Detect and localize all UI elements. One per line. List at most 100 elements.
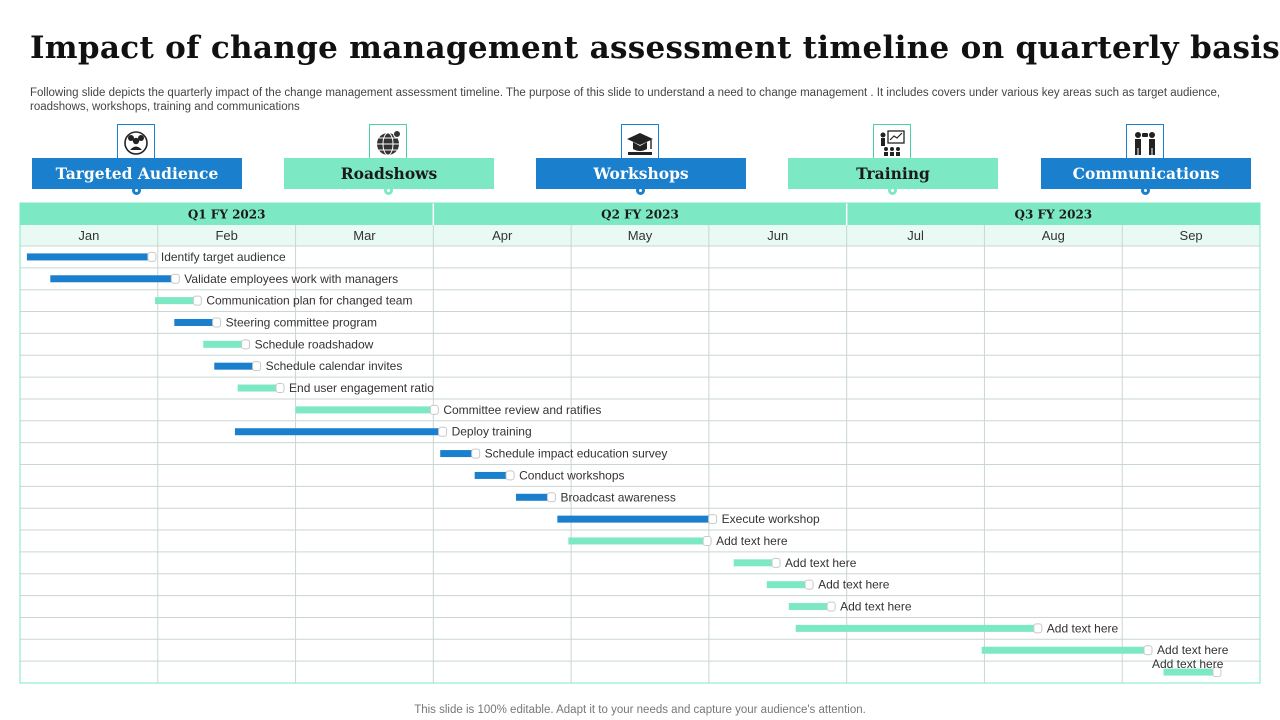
task-bar	[26, 253, 151, 261]
task-end-marker	[826, 601, 836, 612]
task-end-marker	[505, 470, 515, 481]
task-bar	[795, 624, 1037, 632]
task-label: Identify target audience	[161, 250, 286, 264]
category-pin	[888, 186, 897, 195]
task-bar	[214, 362, 256, 370]
task-label: Add text here	[1157, 643, 1229, 657]
month-label: Mar	[353, 228, 376, 243]
category-label: Communications	[1041, 158, 1251, 189]
task-end-marker	[192, 295, 202, 306]
task-bar	[203, 340, 245, 348]
task-end-marker	[241, 339, 251, 350]
task-label: Add text here	[716, 534, 788, 548]
month-label: Jul	[907, 228, 924, 243]
task-label: Add text here	[785, 556, 857, 570]
category-training: Training	[788, 124, 998, 195]
task-bar	[234, 428, 442, 436]
page-title: Impact of change management assessment t…	[30, 30, 1280, 66]
task-end-marker	[708, 514, 718, 525]
month-label: Jan	[78, 228, 99, 243]
task-bar	[1163, 668, 1216, 676]
category-pin	[1141, 186, 1150, 195]
task-label: Add text here	[840, 600, 912, 614]
category-communications: Communications	[1041, 124, 1251, 195]
task-bar	[788, 603, 831, 611]
task-label: Add text here	[1152, 657, 1224, 671]
task-bar	[474, 471, 510, 479]
task-label: Execute workshop	[722, 512, 820, 526]
task-bar	[50, 275, 175, 283]
task-bar	[981, 646, 1148, 654]
task-end-marker	[438, 426, 448, 437]
category-roadshows: Roadshows	[284, 124, 494, 195]
task-end-marker	[804, 579, 814, 590]
page-subtitle: Following slide depicts the quarterly im…	[30, 87, 1221, 113]
month-label: Sep	[1180, 228, 1203, 243]
category-pin	[132, 186, 141, 195]
month-label: Feb	[215, 228, 237, 243]
task-bar	[295, 406, 434, 414]
task-end-marker	[1212, 667, 1222, 678]
task-bar	[568, 537, 707, 545]
task-label: Conduct workshops	[519, 468, 624, 482]
quarter-label: Q3 FY 2023	[1015, 208, 1093, 222]
task-end-marker	[212, 317, 222, 328]
category-pin	[636, 186, 645, 195]
category-label: Targeted Audience	[32, 158, 242, 189]
month-label: Aug	[1042, 228, 1065, 243]
gantt-chart: Q1 FY 2023 Q2 FY 2023 Q3 FY 2023 Jan Feb Mar A…	[19, 202, 1261, 684]
gantt-border	[19, 202, 1261, 684]
task-label: End user engagement ratio	[289, 381, 434, 395]
task-end-marker	[546, 492, 556, 503]
graduation-cap-icon	[621, 124, 659, 162]
task-end-marker	[147, 251, 157, 262]
category-pin	[384, 186, 393, 195]
month-label: Jun	[767, 228, 788, 243]
task-end-marker	[252, 361, 262, 372]
task-bar	[440, 450, 475, 458]
task-label: Communication plan for changed team	[206, 294, 412, 308]
globe-icon	[369, 124, 407, 162]
task-label: Add text here	[818, 578, 890, 592]
quarter-label: Q1 FY 2023	[188, 208, 266, 222]
people-talking-icon	[1126, 124, 1164, 162]
task-label: Schedule calendar invites	[266, 359, 403, 373]
task-bar	[733, 559, 776, 567]
task-end-marker	[1033, 623, 1043, 634]
month-label: May	[628, 228, 653, 243]
task-end-marker	[170, 273, 180, 284]
task-bar	[766, 581, 809, 589]
task-label: Schedule roadshadow	[255, 337, 374, 351]
quarter-label: Q2 FY 2023	[601, 208, 679, 222]
task-end-marker	[771, 557, 781, 568]
task-bar	[516, 493, 551, 501]
task-label: Broadcast awareness	[560, 490, 675, 504]
category-label: Training	[788, 158, 998, 189]
category-label: Roadshows	[284, 158, 494, 189]
task-bar	[557, 515, 712, 523]
task-end-marker	[1143, 645, 1153, 656]
presentation-icon	[873, 124, 911, 162]
task-bar	[174, 318, 216, 326]
task-label: Deploy training	[452, 425, 532, 439]
month-label: Apr	[492, 228, 513, 243]
task-end-marker	[275, 383, 285, 394]
task-label: Schedule impact education survey	[485, 447, 668, 461]
task-end-marker	[471, 448, 481, 459]
category-label: Workshops	[536, 158, 746, 189]
task-end-marker	[702, 535, 712, 546]
task-bar	[237, 384, 280, 392]
month-header-band	[20, 225, 1260, 246]
task-label: Steering committee program	[226, 315, 377, 329]
task-bar	[155, 297, 197, 305]
footer-note: This slide is 100% editable. Adapt it to…	[414, 704, 866, 716]
quarter-header-cell	[846, 203, 1260, 225]
task-label: Committee review and ratifies	[443, 403, 601, 417]
quarter-header-cell	[20, 203, 434, 225]
category-targeted-audience: Targeted Audience	[32, 124, 242, 195]
task-end-marker	[429, 404, 439, 415]
task-label: Add text here	[1047, 621, 1119, 635]
category-workshops: Workshops	[536, 124, 746, 195]
task-label: Validate employees work with managers	[184, 272, 398, 286]
quarter-header-cell	[433, 203, 847, 225]
